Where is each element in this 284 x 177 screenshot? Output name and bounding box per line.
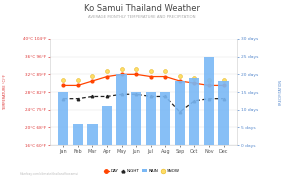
- Bar: [218, 81, 229, 145]
- Legend: DAY, NIGHT, RAIN, SNOW: DAY, NIGHT, RAIN, SNOW: [102, 168, 182, 175]
- Bar: [160, 92, 170, 145]
- Text: TEMPERATURE °C/°F: TEMPERATURE °C/°F: [3, 74, 7, 110]
- Point: [192, 76, 197, 79]
- Point: [149, 70, 153, 73]
- Bar: [116, 74, 127, 145]
- Text: Ko Samui Thailand Weather: Ko Samui Thailand Weather: [84, 4, 200, 13]
- Point: [178, 74, 182, 77]
- Point: [221, 79, 226, 81]
- Text: PRECIPITATION: PRECIPITATION: [279, 79, 283, 105]
- Point: [207, 79, 211, 81]
- Bar: [102, 106, 112, 145]
- Point: [90, 74, 95, 77]
- Bar: [87, 124, 97, 145]
- Bar: [189, 78, 199, 145]
- Bar: [175, 81, 185, 145]
- Point: [163, 70, 168, 73]
- Point: [134, 68, 138, 70]
- Bar: [204, 57, 214, 145]
- Point: [61, 79, 66, 81]
- Bar: [146, 92, 156, 145]
- Point: [76, 79, 80, 81]
- Bar: [73, 124, 83, 145]
- Point: [119, 68, 124, 70]
- Point: [105, 70, 109, 73]
- Bar: [131, 92, 141, 145]
- Text: hikerbay.com/climate/thailand/kosamui: hikerbay.com/climate/thailand/kosamui: [20, 172, 79, 176]
- Bar: [58, 92, 68, 145]
- Text: AVERAGE MONTHLY TEMPERATURE AND PRECIPITATION: AVERAGE MONTHLY TEMPERATURE AND PRECIPIT…: [88, 15, 196, 19]
